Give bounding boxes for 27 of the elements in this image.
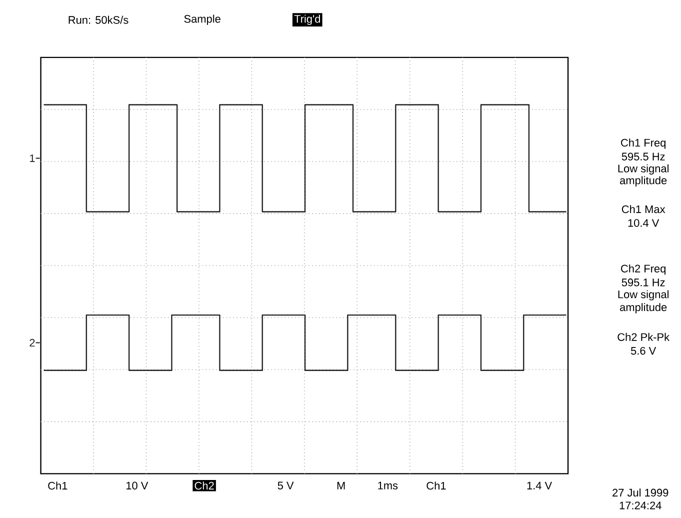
text: 17:24:24	[620, 501, 662, 510]
text: Ch1	[426, 481, 446, 490]
text: 595.1 Hz	[622, 278, 665, 286]
text: Ch1	[48, 481, 68, 490]
text: Run: 50kS/s	[68, 16, 128, 24]
text: M	[337, 482, 345, 490]
text: Low signal	[618, 164, 668, 174]
text: Ch1 Freq	[621, 138, 666, 149]
text: Trig'd	[294, 14, 320, 25]
legend-label: 2	[30, 338, 35, 346]
legend-label: 1	[30, 154, 35, 162]
text: amplitude	[620, 302, 667, 314]
text: Ch2 Pk-Pk	[618, 332, 670, 341]
text: 1.4 V	[527, 482, 552, 490]
text: 27 Jul 1999	[612, 488, 668, 496]
text: 10.4 V	[628, 218, 660, 227]
text: 5.6 V	[630, 346, 656, 355]
text: amplitude	[620, 176, 667, 186]
text: 595.5 Hz	[622, 152, 665, 160]
text: Low signal	[618, 290, 668, 300]
text: 10 V	[126, 482, 148, 490]
text: 5 V	[278, 482, 294, 490]
text: Sample	[184, 14, 220, 25]
text: Ch2	[194, 481, 214, 490]
text: Ch2 Freq	[621, 264, 666, 275]
text: Ch1 Max	[622, 204, 666, 213]
text: 1ms	[378, 482, 398, 490]
